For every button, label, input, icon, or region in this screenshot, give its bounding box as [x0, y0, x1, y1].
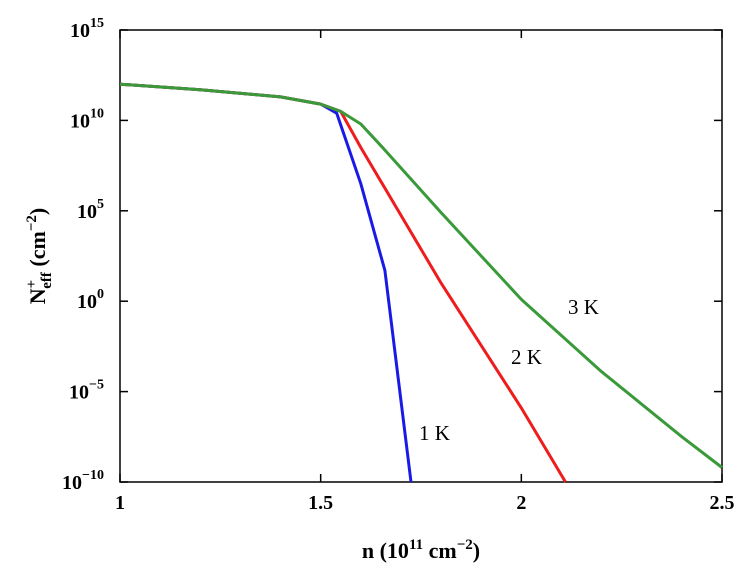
axis-ticks: 1 1.5 2 2.5 1015 1010 105 100 10−5 10−10 — [62, 16, 734, 514]
series-lines — [119, 82, 723, 483]
y-tick-label: 1010 — [70, 106, 104, 132]
y-tick-label: 10−10 — [62, 468, 104, 494]
series-line-3k — [119, 82, 723, 469]
plot-frame — [119, 29, 723, 483]
x-tick-label: 1 — [115, 492, 125, 514]
y-tick-label: 10−5 — [69, 378, 104, 404]
series-line-2k — [119, 82, 567, 483]
x-axis-label: n (1011 cm−2) — [362, 537, 480, 563]
x-tick-label: 2 — [516, 492, 526, 514]
y-tick-label: 100 — [77, 287, 104, 313]
y-tick-label: 1015 — [70, 16, 104, 42]
series-annotation: 2 K — [511, 345, 542, 369]
series-annotation: 3 K — [568, 295, 599, 319]
x-tick-label: 1.5 — [308, 492, 333, 514]
x-tick-label: 2.5 — [710, 492, 735, 514]
series-annotation: 1 K — [419, 421, 450, 445]
series-annotations: 1 K 2 K 3 K — [419, 295, 599, 445]
y-axis-label: N+eff (cm−2) — [24, 208, 55, 304]
y-tick-label: 105 — [77, 197, 104, 223]
series-line-1k — [119, 82, 413, 483]
